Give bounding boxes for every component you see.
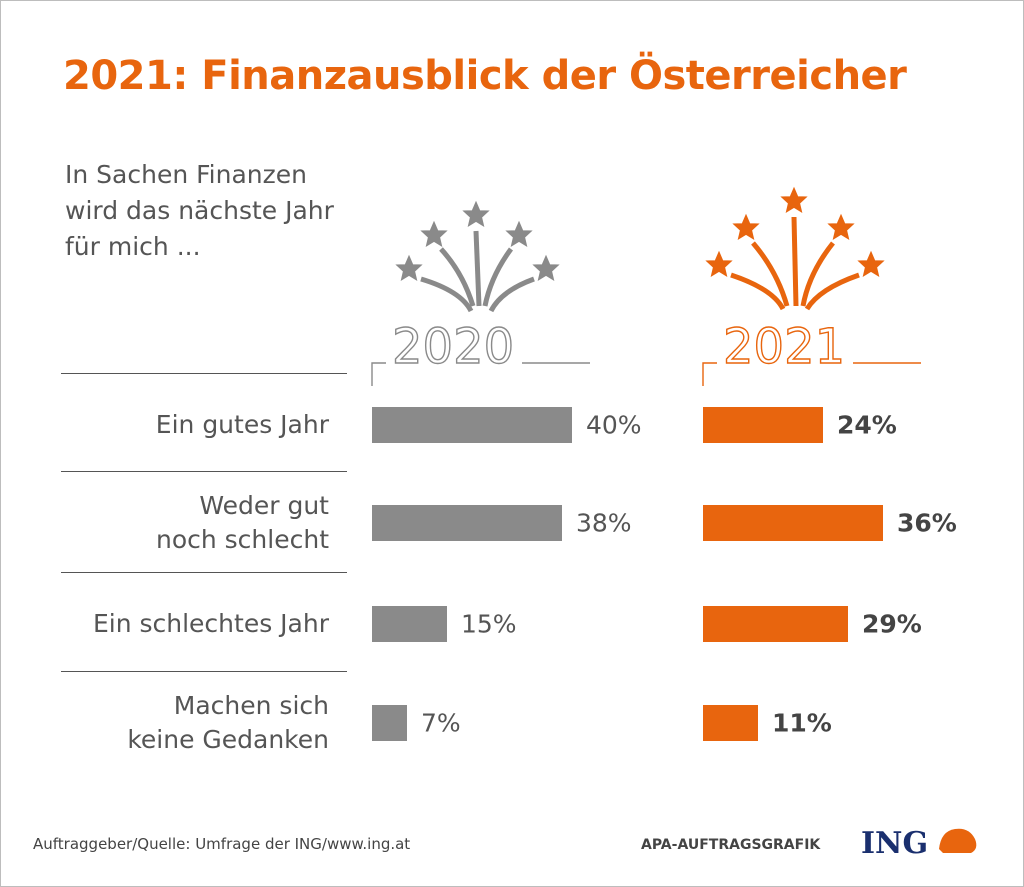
value-label: 7% bbox=[421, 708, 461, 738]
value-label: 36% bbox=[897, 508, 957, 538]
value-label: 24% bbox=[837, 410, 897, 440]
logo: ING bbox=[861, 826, 977, 861]
series-name: 2020 bbox=[392, 319, 514, 375]
fireworks-2020 bbox=[396, 201, 559, 313]
fireworks-2021 bbox=[706, 187, 884, 311]
separator bbox=[61, 671, 347, 672]
subtitle: In Sachen Finanzen wird das nächste Jahr… bbox=[65, 157, 334, 265]
separator bbox=[61, 471, 347, 472]
bar bbox=[703, 606, 848, 642]
fireworks: 2020 2021 bbox=[371, 187, 921, 386]
separator bbox=[61, 373, 347, 374]
bar bbox=[372, 407, 572, 443]
subtitle-line: In Sachen Finanzen bbox=[65, 160, 307, 189]
bar bbox=[703, 407, 823, 443]
bar bbox=[372, 606, 447, 642]
value-label: 29% bbox=[862, 609, 922, 639]
category-label: Ein gutes Jahr bbox=[155, 410, 329, 439]
logo-text: ING bbox=[861, 826, 928, 861]
category-label: Ein schlechtes Jahr bbox=[92, 609, 329, 638]
source: Auftraggeber/Quelle: Umfrage der ING/www… bbox=[33, 835, 411, 853]
bar bbox=[372, 705, 407, 741]
separator bbox=[61, 572, 347, 573]
subtitle-line: wird das nächste Jahr bbox=[65, 196, 334, 225]
value-label: 11% bbox=[772, 708, 832, 738]
series-name: 2021 bbox=[723, 319, 845, 375]
bar bbox=[703, 505, 883, 541]
value-label: 15% bbox=[461, 609, 517, 639]
value-label: 40% bbox=[586, 410, 642, 440]
chart-title: 2021: Finanzausblick der Österreicher bbox=[63, 53, 907, 99]
bar bbox=[703, 705, 758, 741]
credit: APA-AUFTRAGSGRAFIK bbox=[641, 837, 821, 853]
subtitle-line: für mich ... bbox=[65, 232, 201, 261]
value-label: 38% bbox=[576, 508, 632, 538]
bar bbox=[372, 505, 562, 541]
header-frame bbox=[371, 362, 590, 386]
category-label: Machen sich keine Gedanken bbox=[127, 691, 329, 754]
header-frame bbox=[702, 362, 921, 386]
category-label: Weder gut noch schlecht bbox=[155, 491, 329, 554]
logo-lion bbox=[939, 828, 977, 853]
